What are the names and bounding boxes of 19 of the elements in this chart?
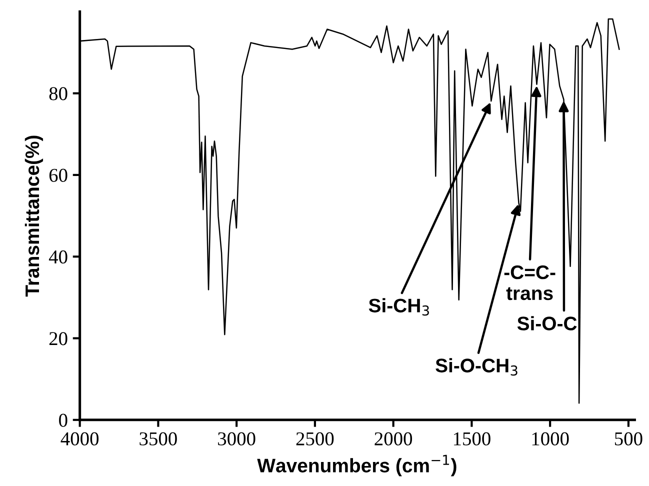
y-tick-label: 60 — [49, 168, 68, 182]
y-tick-label: 20 — [49, 332, 68, 346]
x-tick-label: 2000 — [374, 432, 412, 446]
x-tick-label: 2500 — [296, 432, 334, 446]
x-tick-label: 4000 — [60, 432, 99, 446]
x-tick-label: 1000 — [532, 432, 569, 446]
annotation: -C=C- trans — [504, 265, 556, 300]
y-axis-title: Transmittance(%) — [24, 136, 44, 297]
x-tick-label: 500 — [615, 432, 642, 446]
y-tick-label: 0 — [59, 414, 68, 427]
x-tick-label: 3500 — [140, 432, 177, 446]
y-tick-label: 40 — [48, 250, 68, 264]
annotation: Si-CH$_{3}$ — [368, 298, 429, 316]
x-tick-label: 1500 — [454, 432, 490, 446]
annotation: Si-O-CH$_{3}$ — [436, 358, 518, 376]
x-tick-label: 3000 — [218, 432, 256, 446]
x-axis-title: Wavenumbers (cm$^{−1}$) — [257, 454, 456, 476]
y-tick-label: 80 — [49, 87, 68, 100]
annotation: Si-O-C — [517, 316, 577, 330]
